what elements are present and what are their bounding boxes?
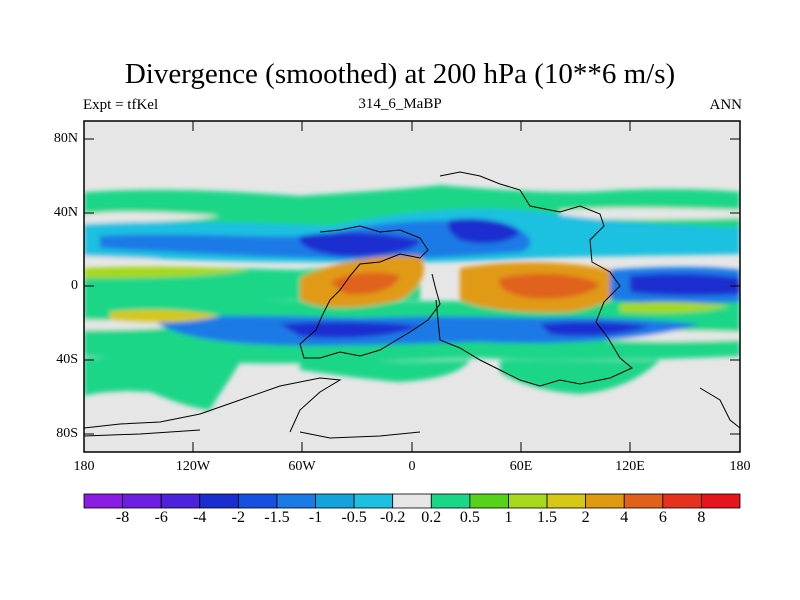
colorbar-label: 4: [620, 509, 629, 526]
colorbar-label: 6: [658, 509, 667, 526]
colorbar-label: 0.2: [421, 509, 442, 526]
y-tick-label: 40S: [56, 352, 78, 367]
colorbar-swatch: [623, 493, 664, 509]
colorbar: [83, 493, 741, 509]
x-tick-label: 120W: [175, 459, 211, 474]
x-tick-label: 60E: [509, 459, 533, 474]
y-tick-label: 80S: [56, 426, 78, 441]
colorbar-swatch: [508, 493, 548, 509]
colorbar-swatch: [662, 493, 702, 509]
colorbar-swatch: [701, 493, 741, 509]
colorbar-label: 2: [581, 509, 590, 526]
colorbar-swatch: [199, 493, 239, 509]
colorbar-label: -6: [154, 509, 168, 526]
colorbar-label: -1.5: [264, 509, 290, 526]
x-tick-label: 60W: [288, 459, 316, 474]
coastlines: [84, 171, 740, 439]
colorbar-swatch: [160, 493, 201, 509]
colorbar-swatch: [122, 493, 162, 509]
x-ticks: [83, 121, 741, 452]
colorbar-swatch: [237, 493, 278, 509]
colorbar-label: 1.5: [537, 509, 558, 526]
colorbar-swatch: [83, 493, 123, 509]
y-tick-label: 0: [71, 278, 78, 293]
season-label: ANN: [709, 97, 743, 113]
colorbar-swatch: [353, 493, 394, 509]
colorbar-label: -0.2: [380, 509, 406, 526]
y-tick-label: 80N: [53, 131, 78, 146]
colorbar-swatch: [430, 493, 471, 509]
colorbar-label: -1: [308, 509, 323, 526]
x-tick-label: 120E: [615, 459, 645, 474]
colorbar-swatch: [276, 493, 316, 509]
x-tick-label: 180: [729, 459, 751, 474]
y-tick-label: 40N: [53, 205, 78, 220]
plot-title: Divergence (smoothed) at 200 hPa (10**6 …: [124, 58, 676, 90]
colorbar-label: -4: [193, 509, 207, 526]
x-tick-label: 0: [408, 459, 416, 474]
colorbar-label: 1: [504, 509, 513, 526]
colorbar-label: -8: [115, 509, 130, 526]
colorbar-label: 0.5: [459, 509, 480, 526]
colorbar-swatch: [585, 493, 625, 509]
x-tick-label: 180: [73, 459, 95, 474]
case-label: 314_6_MaBP: [358, 96, 442, 112]
colorbar-swatch: [546, 493, 587, 509]
colorbar-label: 8: [697, 509, 706, 526]
contour-fields: [84, 185, 740, 410]
y-ticks: [84, 138, 740, 435]
colorbar-swatch: [315, 493, 355, 509]
colorbar-label: -0.5: [341, 509, 367, 526]
colorbar-swatch: [469, 493, 509, 509]
colorbar-label: -2: [231, 509, 245, 526]
experiment-label: Expt = tfKel: [83, 97, 159, 113]
colorbar-swatch: [392, 493, 432, 509]
